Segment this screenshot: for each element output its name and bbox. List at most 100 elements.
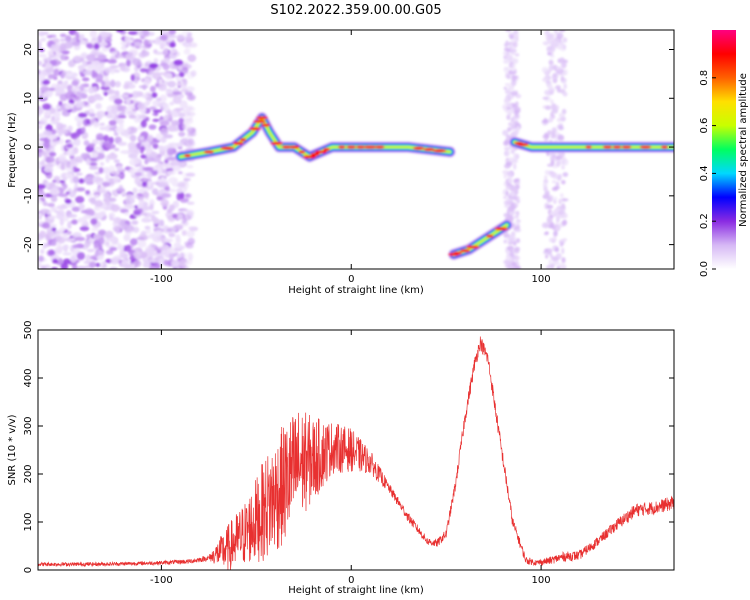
heatmap-cell xyxy=(510,266,516,269)
heatmap-cell xyxy=(502,132,508,136)
heatmap-cell xyxy=(505,254,512,261)
heatmap-cell xyxy=(144,61,149,68)
heatmap-cell xyxy=(87,95,98,103)
heatmap-cell xyxy=(93,42,100,50)
heatmap-cell xyxy=(62,184,68,189)
heatmap-cell xyxy=(557,58,561,64)
heatmap-cell xyxy=(62,252,73,256)
heatmap-cell xyxy=(504,47,509,52)
heatmap-cell xyxy=(515,32,519,39)
y-tick-label: 0 xyxy=(23,567,34,573)
heatmap-cell xyxy=(89,112,96,118)
heatmap-cell xyxy=(152,99,160,107)
heatmap-cell xyxy=(513,248,520,254)
heatmap-cell xyxy=(547,251,552,256)
heatmap-cell xyxy=(147,180,152,188)
heatmap-cell xyxy=(113,69,120,73)
heatmap-cell xyxy=(125,98,131,105)
heatmap-cell xyxy=(166,156,176,161)
heatmap-cell xyxy=(117,115,127,119)
heatmap-cell xyxy=(97,54,107,61)
heatmap-cell xyxy=(95,262,101,268)
heatmap-cell xyxy=(142,216,150,222)
heatmap-cell xyxy=(172,213,178,219)
heatmap-cell xyxy=(544,175,548,180)
heatmap-cell xyxy=(45,123,53,132)
heatmap-cell xyxy=(134,172,143,177)
heatmap-cell xyxy=(41,222,50,229)
heatmap-cell xyxy=(164,238,174,243)
heatmap-cell xyxy=(124,197,135,205)
heatmap-cell xyxy=(127,126,137,134)
heatmap-cell xyxy=(513,106,521,112)
heatmap-cell xyxy=(76,120,82,128)
heatmap-hotspot xyxy=(612,145,622,149)
heatmap-cell xyxy=(59,138,64,145)
heatmap-cell xyxy=(75,91,82,95)
heatmap-cell xyxy=(515,210,520,216)
heatmap-cell xyxy=(161,193,172,198)
heatmap-cell xyxy=(167,112,173,120)
heatmap-y-axis-label: Frequency (Hz) xyxy=(7,112,18,188)
x-tick-label: 100 xyxy=(532,274,551,285)
heatmap-cell xyxy=(514,58,519,64)
heatmap-cell xyxy=(142,167,152,171)
heatmap-cell xyxy=(127,30,138,35)
heatmap-cell xyxy=(107,111,113,115)
heatmap-cell xyxy=(172,91,182,95)
heatmap-cell xyxy=(64,35,72,42)
heatmap-cell xyxy=(556,225,560,231)
heatmap-cell xyxy=(154,262,161,269)
heatmap-cell xyxy=(83,260,91,265)
heatmap-cell xyxy=(103,134,110,142)
heatmap-cell xyxy=(560,203,565,210)
heatmap-cell xyxy=(512,41,518,48)
heatmap-cell xyxy=(49,53,56,59)
heatmap-cell xyxy=(550,159,555,166)
heatmap-cell xyxy=(45,156,55,163)
heatmap-cell xyxy=(137,239,147,248)
heatmap-cell xyxy=(66,143,73,149)
heatmap-cell xyxy=(121,223,130,231)
heatmap-cell xyxy=(166,92,174,98)
heatmap-cell xyxy=(108,120,117,126)
heatmap-cell xyxy=(558,262,565,269)
heatmap-cell xyxy=(148,250,154,257)
heatmap-cell xyxy=(43,163,54,169)
heatmap-cell xyxy=(38,54,47,58)
heatmap-cell xyxy=(158,257,165,266)
heatmap-cell xyxy=(80,57,85,63)
heatmap-cell xyxy=(562,172,569,178)
heatmap-cell xyxy=(179,258,189,266)
heatmap-cell xyxy=(177,93,185,99)
heatmap-cell xyxy=(47,202,55,208)
heatmap-cell xyxy=(93,194,100,199)
heatmap-cell xyxy=(132,187,138,194)
heatmap-cell xyxy=(107,89,116,95)
heatmap-cell xyxy=(140,50,150,57)
heatmap-cell xyxy=(112,95,121,100)
heatmap-hotspot xyxy=(338,145,346,149)
heatmap-cell xyxy=(152,112,159,116)
heatmap-cell xyxy=(92,121,100,128)
heatmap-cell xyxy=(53,118,59,124)
heatmap-cell xyxy=(515,220,520,226)
heatmap-cell xyxy=(146,171,153,179)
heatmap-cell xyxy=(156,195,163,201)
heatmap-cell xyxy=(54,246,63,255)
heatmap-cell xyxy=(158,83,167,91)
heatmap-cell xyxy=(555,253,562,260)
heatmap-cell xyxy=(88,165,99,170)
x-tick-label: 100 xyxy=(532,575,551,586)
heatmap-cell xyxy=(189,42,198,48)
heatmap-cell xyxy=(45,62,53,68)
heatmap-cell xyxy=(541,66,549,73)
heatmap-cell xyxy=(41,37,47,42)
snr-series-line xyxy=(38,336,674,570)
heatmap-cell xyxy=(152,137,158,143)
heatmap-hotspot xyxy=(314,150,327,154)
heatmap-cell xyxy=(58,193,69,198)
heatmap-hotspot xyxy=(261,123,271,127)
